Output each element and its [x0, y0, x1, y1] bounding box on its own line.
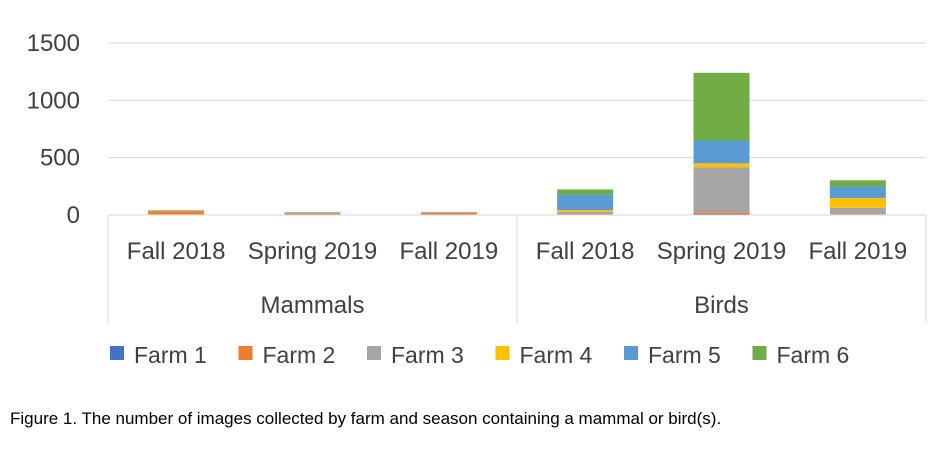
legend-swatch — [238, 346, 253, 360]
gridlines — [108, 42, 926, 159]
bar-segment — [693, 163, 750, 168]
bar-segment — [284, 212, 341, 213]
bar-segment — [148, 210, 205, 212]
bar-segment — [557, 210, 614, 212]
figure-caption: Figure 1. The number of images collected… — [10, 409, 722, 428]
x-tick-label: Fall 2019 — [399, 238, 498, 265]
legend-swatch — [624, 346, 638, 360]
legend-swatch — [495, 346, 510, 360]
x-tick-label: Fall 2018 — [536, 238, 635, 265]
bar-segment — [693, 213, 750, 215]
x-tick-label: Fall 2018 — [127, 238, 226, 265]
bar-segment — [829, 207, 886, 215]
bar-segment — [557, 189, 614, 195]
y-tick-label: 1500 — [27, 30, 80, 57]
bar-segment — [284, 213, 341, 215]
bars — [148, 72, 886, 215]
legend: Farm 1 Farm 2 Farm 3 Farm 4 Farm 5 Farm 6 — [110, 342, 849, 368]
bar-segment — [148, 211, 205, 215]
bar-segment — [557, 211, 614, 215]
bar-segment — [557, 194, 614, 211]
group-label: Birds — [694, 292, 749, 319]
legend-label: Farm 1 — [134, 342, 207, 368]
legend-label: Farm 3 — [391, 342, 464, 368]
bar-segment — [829, 198, 886, 208]
bar-segment — [829, 186, 886, 199]
y-axis-tick-labels: 0 500 1000 1500 — [27, 30, 80, 229]
group-label: Mammals — [260, 292, 364, 319]
bar-segment — [693, 212, 750, 214]
x-axis: Fall 2018 Spring 2019 Fall 2019 Fall 2018 Sp… — [107, 214, 927, 323]
y-tick-label: 0 — [67, 202, 80, 229]
y-tick-label: 1000 — [27, 87, 80, 114]
x-tick-label: Spring 2019 — [248, 238, 377, 265]
legend-label: Farm 5 — [648, 342, 721, 368]
legend-swatch — [752, 346, 767, 360]
bar-segment — [284, 213, 341, 214]
bar-segment — [693, 167, 750, 213]
bar-segment — [829, 214, 886, 215]
bar-segment — [420, 213, 477, 215]
bar-segment — [829, 180, 886, 187]
x-tick-label: Fall 2019 — [808, 238, 907, 265]
legend-label: Farm 2 — [263, 342, 336, 368]
bar-segment — [693, 72, 750, 141]
legend-swatch — [110, 346, 124, 360]
legend-swatch — [367, 346, 381, 360]
legend-label: Farm 4 — [520, 342, 593, 368]
bar-segment — [148, 210, 205, 211]
bar-segment — [693, 140, 750, 164]
bar-segment — [420, 212, 477, 214]
x-tick-label: Spring 2019 — [657, 238, 786, 265]
y-tick-label: 500 — [40, 145, 80, 172]
legend-label: Farm 6 — [777, 342, 850, 368]
bar-segment — [557, 214, 614, 215]
